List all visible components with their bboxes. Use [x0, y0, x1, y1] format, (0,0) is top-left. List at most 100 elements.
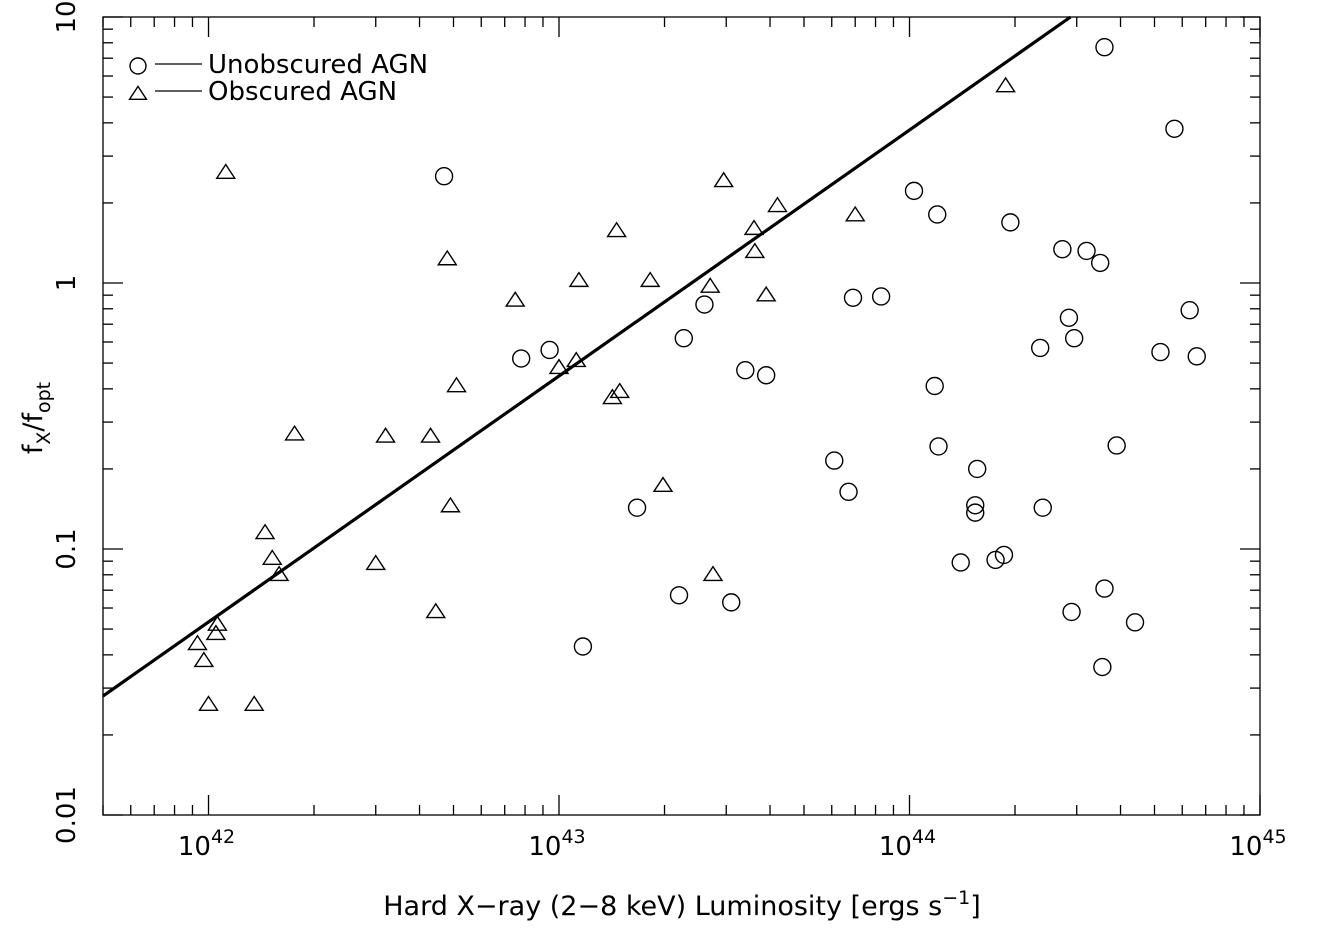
obscured-agn-point	[446, 376, 467, 393]
unobscured-agn-point	[1125, 613, 1145, 632]
unobscured-agn-point	[722, 593, 741, 612]
obscured-agn-point	[440, 496, 461, 513]
obscured-agn-point	[844, 205, 866, 222]
obscured-agn-point	[755, 285, 777, 302]
obscured-agn-point	[602, 388, 623, 405]
y-axis-title-sub-opt: opt	[33, 382, 55, 413]
unobscured-agn-point	[756, 366, 776, 385]
y-axis-title-sub-x: X	[33, 432, 55, 445]
unobscured-agn-point	[871, 287, 891, 306]
unobscured-agn-point	[929, 437, 948, 456]
unobscured-agn-point	[1095, 37, 1114, 57]
obscured-agn-point	[207, 615, 228, 631]
obscured-agn-point	[436, 249, 458, 266]
obscured-agn-point	[243, 695, 265, 711]
legend-label: Obscured AGN	[208, 77, 397, 107]
x-tick-label-base: 10	[528, 832, 561, 862]
obscured-agn-point	[743, 219, 765, 236]
unobscured-agn-point	[1064, 329, 1084, 348]
unobscured-agn-point	[1151, 342, 1170, 362]
legend-triangle-icon	[128, 85, 148, 101]
y-axis-title-f: f	[18, 443, 49, 454]
y-axis-title-mid: /f	[18, 412, 49, 432]
unobscured-agn-point	[1053, 239, 1072, 259]
legend-circle-icon	[129, 57, 147, 75]
unobscured-agn-point	[674, 329, 693, 348]
obscured-agn-point	[713, 171, 734, 188]
unobscured-agn-point	[1107, 436, 1126, 455]
unobscured-agn-point	[967, 459, 987, 479]
x-tick-label: 1043	[528, 826, 585, 862]
obscured-agn-point	[215, 163, 237, 179]
x-tick-label: 1042	[178, 826, 235, 862]
unobscured-agn-point	[951, 553, 970, 572]
unobscured-agn-point	[1090, 253, 1110, 273]
unobscured-agn-point	[1077, 241, 1096, 261]
obscured-agn-point	[187, 634, 208, 651]
obscured-agn-point	[568, 271, 590, 288]
x-axis-title-end: ]	[970, 891, 981, 922]
unobscured-agn-point	[736, 361, 755, 380]
unobscured-agn-point	[1095, 579, 1114, 598]
x-tick-label: 1044	[879, 826, 936, 862]
unobscured-agn-point	[904, 181, 924, 201]
obscured-agn-point	[425, 602, 447, 619]
unobscured-agn-point	[1165, 119, 1184, 138]
obscured-agn-point	[995, 76, 1016, 93]
obscured-agn-point	[504, 291, 526, 307]
unobscured-agn-point	[966, 503, 985, 522]
obscured-agn-point	[699, 277, 721, 293]
obscured-agn-point	[565, 351, 587, 368]
unobscured-agn-point	[966, 496, 985, 515]
x-axis-title: Hard X−ray (2−8 keV) Luminosity [ergs s−…	[383, 887, 981, 922]
unobscured-agn-point	[825, 451, 844, 470]
obscured-agn-point	[652, 476, 674, 493]
obscured-agn-point	[420, 427, 441, 443]
obscured-agn-point	[639, 271, 661, 288]
fit-line	[102, 15, 1072, 698]
unobscured-agn-point	[573, 637, 593, 656]
x-tick-label-base: 10	[879, 832, 912, 862]
unobscured-agn-point	[540, 340, 559, 360]
unobscured-agn-point	[994, 545, 1014, 565]
y-tick-label: 1	[52, 275, 82, 292]
unobscured-agn-point	[928, 205, 947, 224]
x-tick-label-exponent: 44	[912, 826, 936, 848]
x-tick-label-exponent: 43	[561, 826, 585, 848]
x-tick-label-base: 10	[1229, 832, 1262, 862]
unobscured-agn-point	[1062, 602, 1081, 622]
unobscured-agn-point	[1033, 498, 1052, 517]
y-axis-title: fX/fopt	[18, 382, 55, 454]
x-tick-label: 1045	[1229, 826, 1286, 862]
obscured-agn-point	[767, 196, 788, 213]
unobscured-agn-point	[511, 349, 531, 368]
unobscured-agn-point	[1093, 657, 1112, 677]
x-tick-label-exponent: 45	[1262, 826, 1286, 848]
unobscured-agn-point	[695, 295, 714, 314]
unobscured-agn-point	[1001, 213, 1020, 232]
unobscured-agn-point	[434, 167, 454, 186]
obscured-agn-point	[606, 221, 627, 238]
x-axis-title-main: Hard X−ray (2−8 keV) Luminosity [ergs s	[383, 891, 942, 922]
unobscured-agn-point	[669, 586, 689, 605]
unobscured-agn-point	[627, 498, 647, 517]
obscured-agn-point	[205, 624, 227, 641]
x-tick-label-base: 10	[178, 832, 211, 862]
obscured-agn-point	[198, 695, 219, 711]
y-tick-label: 10	[52, 0, 82, 33]
unobscured-agn-point	[1059, 308, 1079, 327]
y-tick-label: 0.1	[52, 528, 82, 569]
obscured-agn-point	[365, 554, 387, 571]
obscured-agn-point	[268, 565, 290, 582]
unobscured-agn-point	[839, 482, 858, 502]
obscured-agn-point	[744, 242, 766, 259]
obscured-agn-point	[702, 565, 724, 582]
x-axis-title-sup: −1	[942, 887, 970, 909]
y-tick-label: 0.01	[52, 786, 82, 844]
obscured-agn-point	[375, 427, 396, 443]
x-tick-label-exponent: 42	[211, 826, 235, 848]
obscured-agn-point	[193, 651, 215, 668]
unobscured-agn-point	[925, 376, 944, 396]
